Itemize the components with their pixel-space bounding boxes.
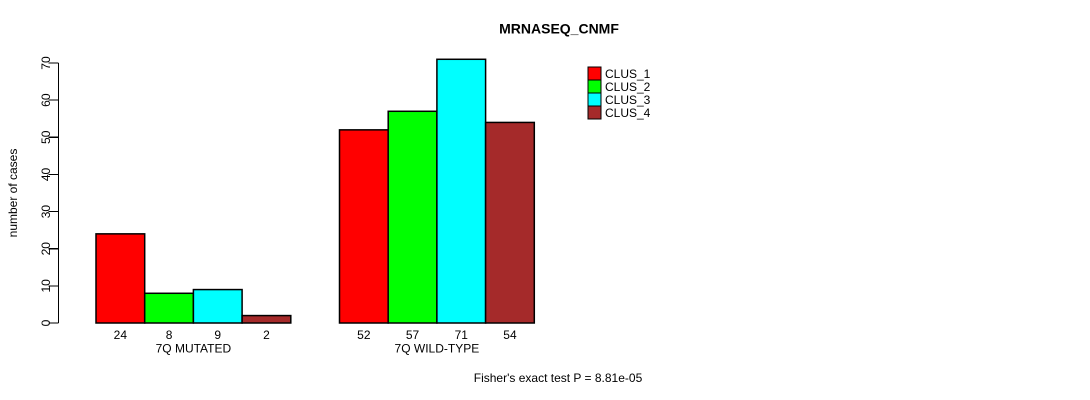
bars: 24 8 9 2 7Q MUTATED 52 57 71 54 7Q WILD-TYPE [95, 58, 536, 356]
bar-7q-mutated-clus_2 [143, 292, 195, 324]
bar-value-label: 57 [406, 328, 420, 342]
bar-7q-wild-type-clus_1 [338, 129, 389, 324]
y-tick-label: 70 [39, 56, 53, 70]
y-tick-label: 20 [39, 242, 53, 256]
y-axis-title: number of cases [6, 149, 20, 238]
bar-7q-wild-type-clus_2 [387, 110, 438, 324]
legend-label: CLUS_3 [605, 93, 651, 107]
bar-7q-mutated-clus_3 [192, 288, 243, 324]
legend-swatch-clus_2 [587, 79, 602, 94]
chart-title: MRNASEQ_CNMF [499, 21, 619, 37]
legend-label: CLUS_2 [605, 80, 651, 94]
bar-value-label: 9 [214, 328, 221, 342]
y-tick-label: 60 [39, 93, 53, 107]
bar-value-label: 24 [114, 328, 128, 342]
y-axis: 0 10 20 30 40 50 60 70 [39, 56, 60, 326]
x-category-label: 7Q MUTATED [156, 342, 232, 356]
bar-value-label: 2 [263, 328, 270, 342]
y-tick-label: 50 [39, 130, 53, 144]
legend-swatch-clus_1 [587, 66, 602, 81]
y-tick-label: 40 [39, 167, 53, 181]
legend-swatch-clus_4 [587, 105, 602, 120]
bar-value-label: 71 [455, 328, 469, 342]
bar-value-label: 54 [503, 328, 517, 342]
bar-value-label: 52 [357, 328, 371, 342]
bar-7q-mutated-clus_4 [241, 314, 292, 324]
bar-7q-wild-type-clus_3 [436, 58, 487, 324]
y-tick-label: 30 [39, 205, 53, 219]
bar-7q-mutated-clus_1 [95, 233, 146, 324]
y-tick-label: 10 [39, 279, 53, 293]
bar-7q-wild-type-clus_4 [484, 121, 536, 324]
y-tick-label: 0 [39, 319, 53, 326]
legend-swatch-clus_3 [587, 92, 602, 107]
legend-label: CLUS_1 [605, 67, 651, 81]
legend-label: CLUS_4 [605, 106, 651, 120]
annotation-fisher-test: Fisher's exact test P = 8.81e-05 [474, 371, 643, 385]
bar-value-label: 8 [166, 328, 173, 342]
x-category-label: 7Q WILD-TYPE [395, 342, 480, 356]
